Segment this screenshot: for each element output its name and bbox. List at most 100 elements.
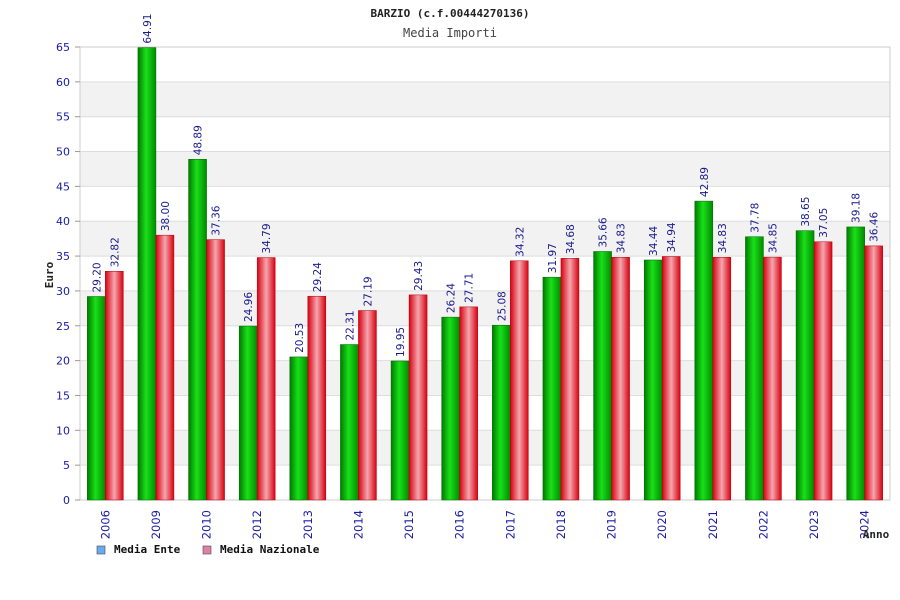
- bar-media-nazionale-2014: [358, 310, 377, 501]
- y-tick-label: 35: [56, 250, 70, 263]
- bar-value-labels: 29.20 32.82 64.91 38.00 48.89 37.36 24.96 34.79…: [91, 14, 880, 357]
- y-tick-label: 20: [56, 355, 70, 368]
- bar-media-nazionale-2017: [510, 260, 529, 501]
- y-tick-label: 40: [56, 215, 70, 228]
- data-label-media-nazionale-2021: 34.83: [717, 223, 729, 253]
- bar-media-nazionale-2006: [105, 271, 124, 501]
- bar-media-ente-2014: [340, 344, 359, 501]
- x-tick-label-2014: 2014: [351, 510, 365, 539]
- bar-media-ente-2016: [441, 316, 460, 501]
- bar-media-nazionale-2024: [864, 245, 883, 501]
- bar-media-ente-2009: [137, 47, 157, 501]
- bar-media-ente-2018: [542, 276, 562, 501]
- y-tick-label: 15: [56, 389, 70, 402]
- bar-media-ente-2020: [643, 259, 663, 501]
- legend: Media Ente Media Nazionale: [96, 543, 320, 556]
- y-tick-label: 60: [56, 76, 70, 89]
- data-label-media-ente-2022: 37.78: [749, 203, 761, 233]
- bar-media-ente-2012: [238, 325, 258, 501]
- data-label-media-ente-2021: 42.89: [699, 167, 711, 197]
- x-tick-label-2017: 2017: [503, 510, 517, 539]
- bar-media-ente-2017: [492, 324, 511, 501]
- bar-media-ente-2013: [289, 356, 309, 501]
- legend-swatch-media-nazionale: [202, 545, 212, 555]
- data-label-media-ente-2019: 35.66: [598, 217, 610, 247]
- data-label-media-nazionale-2012: 34.79: [261, 223, 273, 253]
- x-tick-label-2020: 2020: [655, 510, 669, 539]
- x-tick-label-2016: 2016: [453, 510, 467, 539]
- y-axis-label: Euro: [43, 261, 56, 288]
- data-label-media-nazionale-2018: 34.68: [565, 224, 577, 254]
- y-tick-label: 55: [56, 111, 70, 124]
- bar-media-ente-2010: [188, 159, 207, 501]
- y-tick-label: 65: [56, 41, 70, 54]
- bar-media-ente-2021: [694, 200, 714, 501]
- bar-media-nazionale-2022: [763, 256, 782, 501]
- data-label-media-ente-2013: 20.53: [294, 323, 306, 353]
- bar-media-nazionale-2023: [813, 241, 833, 501]
- bar-media-nazionale-2009: [155, 234, 175, 501]
- bar-media-nazionale-2012: [256, 257, 276, 501]
- x-tick-label-2021: 2021: [706, 510, 720, 539]
- data-label-media-ente-2023: 38.65: [800, 197, 812, 227]
- background-band: [80, 151, 890, 187]
- bar-media-ente-2019: [593, 251, 612, 501]
- y-axis-ticks: 0 5 10 15 20 25 30 35 40 45 50 55 60 65: [56, 41, 80, 507]
- bar-media-nazionale-2015: [408, 294, 428, 501]
- y-tick-label: 50: [56, 146, 70, 159]
- x-tick-label-2019: 2019: [605, 510, 619, 539]
- data-label-media-nazionale-2024: 36.46: [869, 212, 881, 242]
- y-tick-label: 10: [56, 424, 70, 437]
- data-label-media-ente-2012: 24.96: [243, 292, 255, 322]
- x-tick-label-2009: 2009: [149, 510, 163, 539]
- bar-media-nazionale-2020: [661, 256, 681, 501]
- data-label-media-ente-2015: 19.95: [395, 327, 407, 357]
- x-tick-label-2006: 2006: [98, 510, 112, 539]
- legend-label-media-ente: Media Ente: [114, 543, 181, 556]
- chart-title: BARZIO (c.f.00444270136): [371, 7, 530, 20]
- plot-area-border: [79, 46, 891, 501]
- data-label-media-ente-2016: 26.24: [446, 283, 458, 313]
- data-label-media-nazionale-2010: 37.36: [211, 205, 223, 235]
- data-label-media-nazionale-2014: 27.19: [362, 276, 374, 306]
- bar-media-ente-2022: [745, 236, 764, 501]
- data-label-media-ente-2010: 48.89: [193, 125, 205, 155]
- data-label-media-nazionale-2006: 32.82: [109, 237, 121, 267]
- data-label-media-nazionale-2022: 34.85: [767, 223, 779, 253]
- x-tick-label-2010: 2010: [200, 510, 214, 539]
- data-label-media-nazionale-2013: 29.24: [312, 262, 324, 292]
- bar-media-ente-2006: [87, 296, 106, 501]
- y-tick-label: 5: [63, 459, 70, 472]
- bar-media-ente-2023: [795, 230, 815, 501]
- data-label-media-nazionale-2009: 38.00: [160, 201, 172, 231]
- bar-media-nazionale-2019: [611, 257, 630, 501]
- data-label-media-ente-2024: 39.18: [851, 193, 863, 223]
- x-tick-label-2023: 2023: [807, 510, 821, 539]
- x-axis-label: Anno: [863, 528, 890, 541]
- data-label-media-ente-2020: 34.44: [648, 226, 660, 256]
- legend-swatch-media-ente: [96, 545, 106, 555]
- x-tick-label-2018: 2018: [554, 510, 568, 539]
- bar-media-nazionale-2016: [459, 306, 478, 501]
- bar-media-ente-2024: [846, 226, 865, 501]
- bar-media-ente-2015: [390, 360, 410, 501]
- bar-media-nazionale-2021: [712, 257, 732, 501]
- data-label-media-nazionale-2016: 27.71: [464, 273, 476, 303]
- x-tick-label-2015: 2015: [402, 510, 416, 539]
- data-label-media-ente-2009: 64.91: [142, 14, 154, 44]
- x-tick-label-2013: 2013: [301, 510, 315, 539]
- bar-media-nazionale-2010: [206, 239, 225, 501]
- bar-series: [87, 47, 883, 501]
- legend-label-media-nazionale: Media Nazionale: [220, 543, 320, 556]
- data-label-media-nazionale-2017: 34.32: [514, 227, 526, 257]
- data-label-media-nazionale-2015: 29.43: [413, 261, 425, 291]
- y-tick-label: 0: [63, 494, 70, 507]
- data-label-media-ente-2014: 22.31: [344, 310, 356, 340]
- bar-media-nazionale-2013: [307, 295, 327, 501]
- y-tick-label: 45: [56, 180, 70, 193]
- background-band: [80, 81, 890, 117]
- data-label-media-ente-2017: 25.08: [496, 291, 508, 321]
- x-tick-label-2012: 2012: [250, 510, 264, 539]
- data-label-media-nazionale-2020: 34.94: [666, 222, 678, 252]
